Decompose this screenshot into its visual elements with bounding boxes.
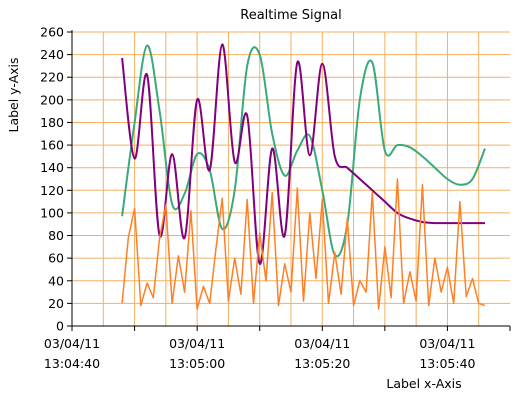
y-tick-label: 140 <box>40 160 64 175</box>
y-tick-label: 160 <box>40 138 64 153</box>
x-tick-date: 03/04/11 <box>44 336 100 351</box>
series-line-2 <box>121 43 485 265</box>
chart-title: Realtime Signal <box>240 8 341 23</box>
x-tick-time: 13:05:00 <box>169 356 225 371</box>
y-tick-label: 0 <box>56 319 64 334</box>
axes: 0 20 40 60 80 100 120 140 160 180 200 220 240 260 03/0… <box>40 25 511 371</box>
series-layer <box>121 43 486 310</box>
y-tick-label: 180 <box>40 115 64 130</box>
x-tick-time: 13:05:20 <box>294 356 350 371</box>
x-tick-date: 03/04/11 <box>169 336 225 351</box>
x-tick-label: 03/04/11 13:04:40 <box>44 336 100 371</box>
series-line-3 <box>121 178 486 310</box>
x-tick-label: 03/04/11 13:05:20 <box>294 336 350 371</box>
x-tick-time: 13:04:40 <box>44 356 100 371</box>
y-tick-label: 40 <box>48 273 64 288</box>
y-tick-label: 80 <box>48 228 64 243</box>
y-tick-label: 120 <box>40 183 64 198</box>
x-tick-time: 13:05:40 <box>419 356 475 371</box>
y-tick-label: 60 <box>48 251 64 266</box>
y-axis-label: Label y-Axis <box>6 57 21 132</box>
y-tick-label: 20 <box>48 296 64 311</box>
x-tick-label: 03/04/11 13:05:40 <box>419 336 475 371</box>
y-tick-label: 200 <box>40 92 64 107</box>
x-tick-label: 03/04/11 13:05:00 <box>169 336 225 371</box>
x-axis-label: Label x-Axis <box>386 376 461 391</box>
x-tick-date: 03/04/11 <box>294 336 350 351</box>
y-tick-label: 260 <box>40 25 64 40</box>
x-tick-date: 03/04/11 <box>419 336 475 351</box>
y-tick-label: 240 <box>40 47 64 62</box>
y-tick-label: 220 <box>40 70 64 85</box>
y-tick-label: 100 <box>40 205 64 220</box>
